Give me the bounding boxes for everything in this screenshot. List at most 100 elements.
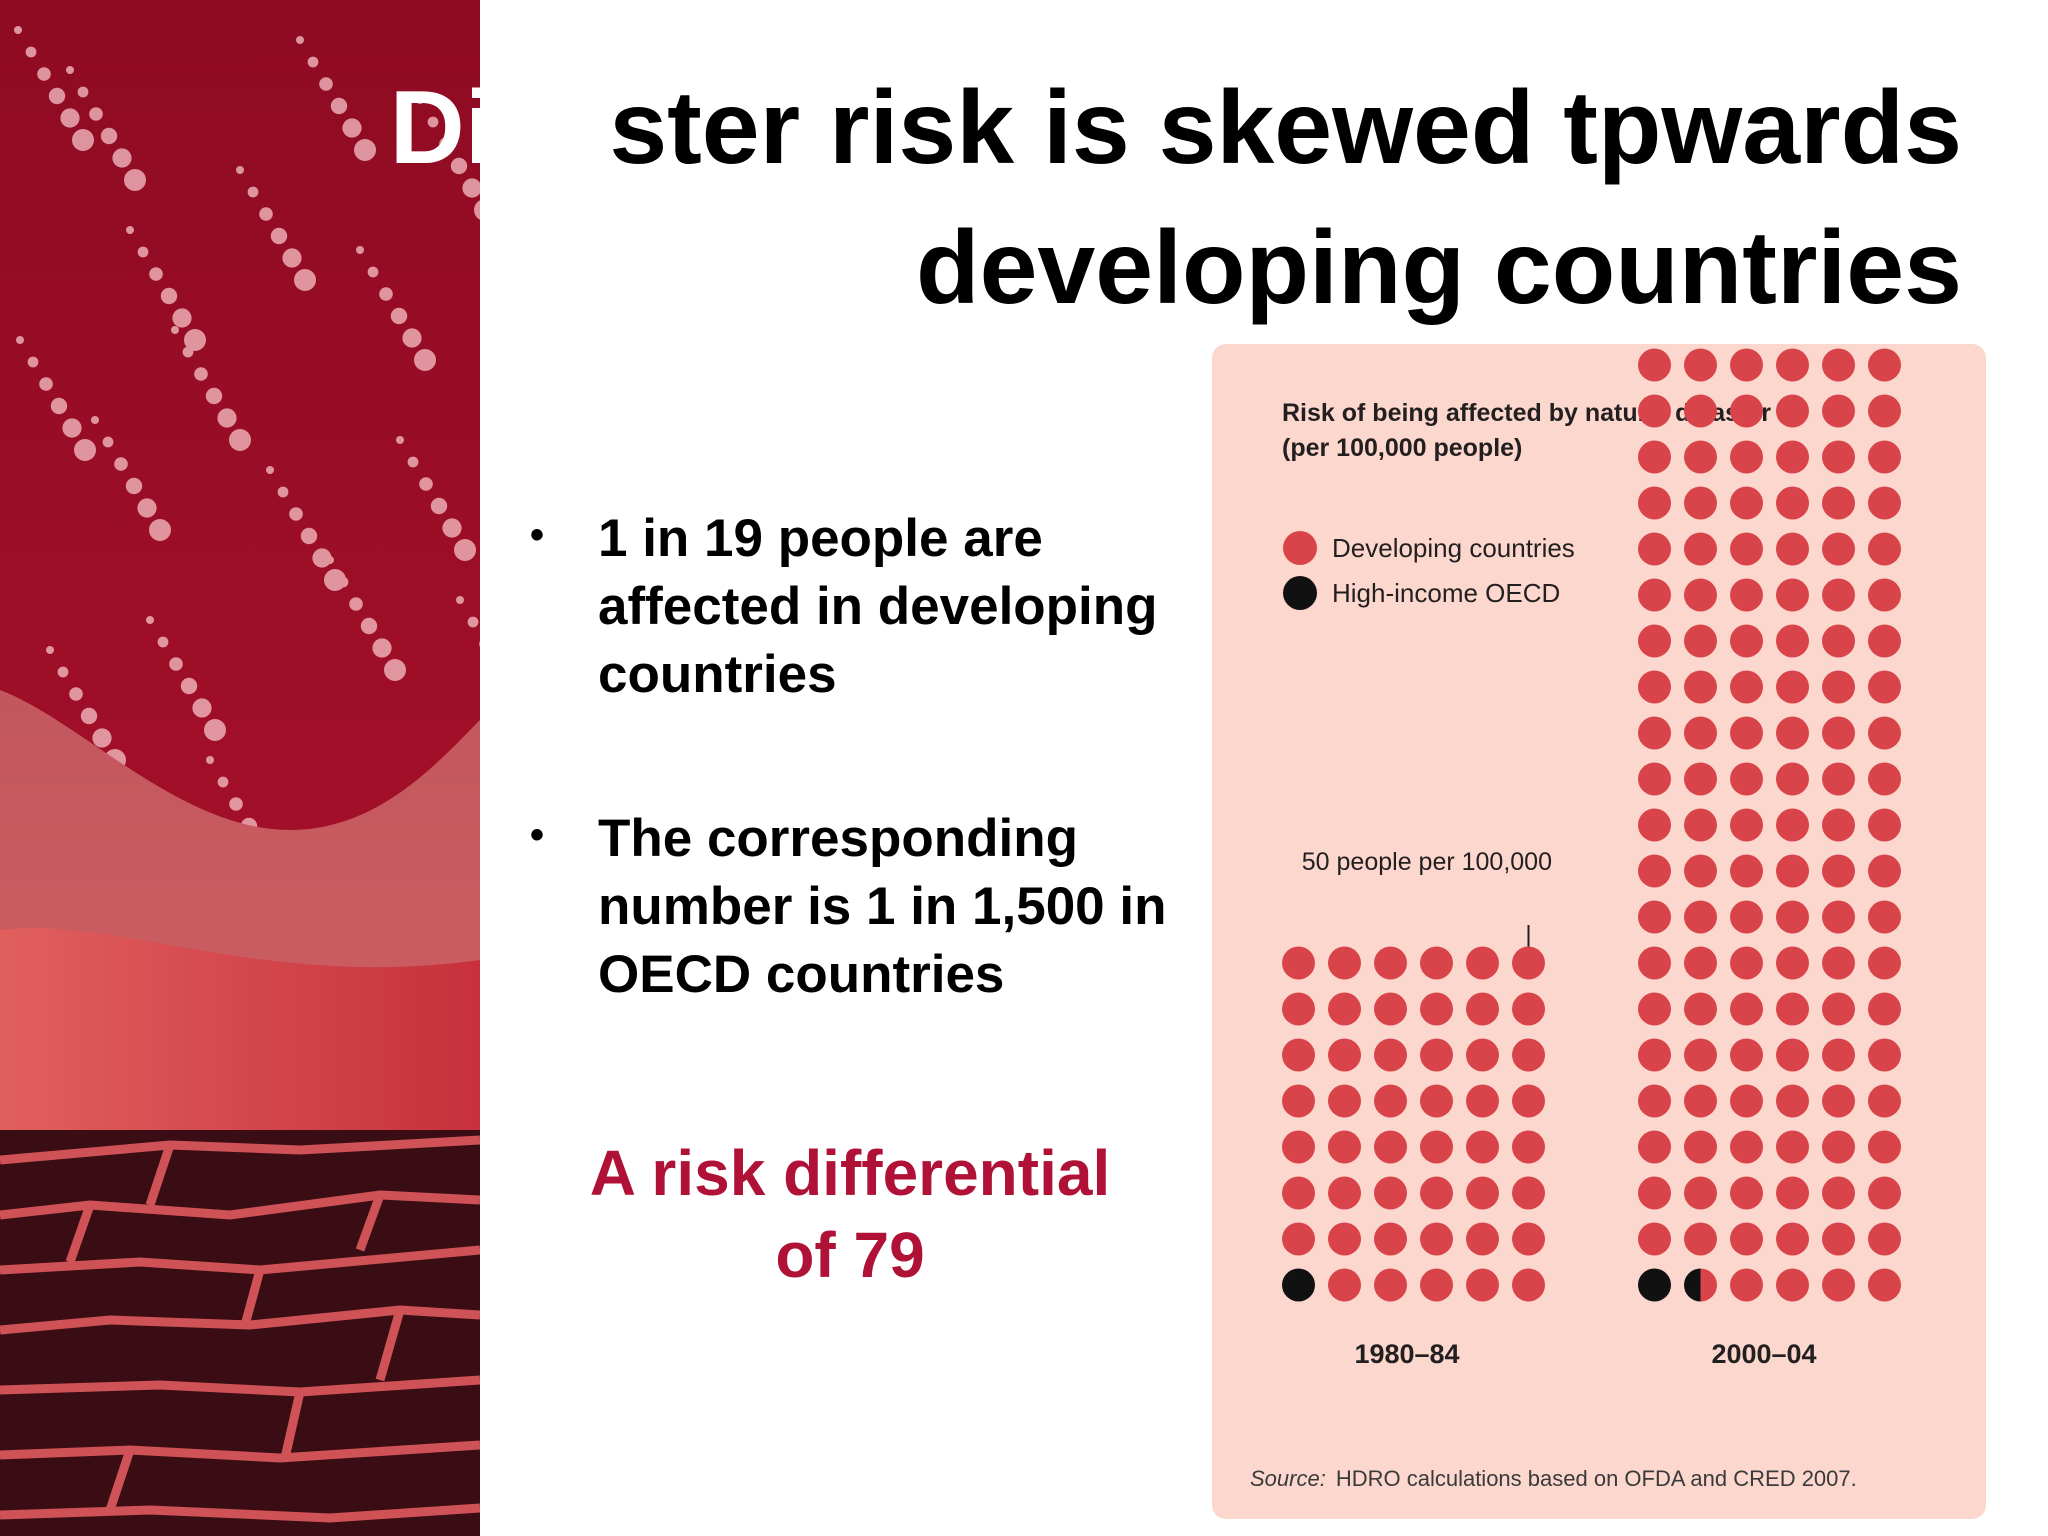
dot-developing [1638, 394, 1671, 428]
rain-drop [342, 118, 362, 138]
rain-drop [277, 486, 289, 498]
rain-drop [146, 616, 154, 624]
rain-drop [430, 497, 448, 515]
dot-developing [1776, 1038, 1809, 1072]
dot-developing [1776, 716, 1809, 750]
dot-developing [1328, 1176, 1361, 1210]
rain-drop [184, 329, 206, 351]
rain-drop [50, 397, 68, 415]
rain-drop [160, 287, 178, 305]
rain-drop [414, 349, 436, 371]
partial-dot-1 [1684, 1268, 1717, 1302]
dot-developing [1420, 1268, 1453, 1302]
rain-drop [474, 200, 480, 220]
dot-developing [1822, 1268, 1855, 1302]
rain-drop [294, 269, 316, 291]
dot-developing [1512, 1084, 1545, 1118]
title-rest-text: ster risk is skewed tpwards [609, 70, 1962, 186]
dot-developing [1776, 348, 1809, 382]
dot-developing [1684, 1038, 1717, 1072]
dot-developing [1638, 900, 1671, 934]
dot-developing [1374, 1084, 1407, 1118]
rain-drop [229, 429, 251, 451]
rain-drop [172, 308, 192, 328]
dot-developing [1822, 624, 1855, 658]
rain-drop [69, 687, 83, 701]
rain-drop [25, 46, 37, 58]
dot-developing [1638, 578, 1671, 612]
title-line-2: developing countries [916, 210, 1962, 326]
dot-developing [1822, 1176, 1855, 1210]
rain-drop [247, 186, 259, 198]
dot-developing [1466, 1268, 1499, 1302]
dot-developing [1730, 992, 1763, 1026]
rain-drop [427, 116, 439, 128]
rain-drop [157, 636, 169, 648]
rain-drop [137, 246, 149, 258]
dot-developing [1730, 486, 1763, 520]
rain-drop [407, 456, 419, 468]
dot-developing [1822, 716, 1855, 750]
legend-swatch-developing [1283, 531, 1317, 565]
decorative-side-panel [0, 0, 480, 1536]
dot-developing [1512, 992, 1545, 1026]
dot-developing [1868, 946, 1901, 980]
dot-developing [1868, 624, 1901, 658]
dot-developing [1328, 1268, 1361, 1302]
dot-developing [1684, 624, 1717, 658]
dot-developing [1638, 670, 1671, 704]
rain-drop [396, 436, 404, 444]
slide-title: Disaster risk is skewed tpwards developi… [230, 58, 1962, 338]
rain-drop [205, 387, 223, 405]
dot-developing [1512, 1038, 1545, 1072]
dot-developing [1638, 348, 1671, 382]
rain-drop [330, 97, 348, 115]
rain-drop [92, 728, 112, 748]
dot-developing [1684, 762, 1717, 796]
rain-drop [289, 507, 303, 521]
rain-drop [206, 756, 214, 764]
dot-developing [1638, 1130, 1671, 1164]
legend-label-high-income: High-income OECD [1332, 578, 1560, 608]
dot-developing [1420, 1084, 1453, 1118]
dot-developing [1868, 394, 1901, 428]
dot-developing [1282, 1130, 1315, 1164]
dot-developing [1730, 762, 1763, 796]
chart-title-line-2: (per 100,000 people) [1282, 434, 1522, 462]
dot-developing [1730, 624, 1763, 658]
partial-dot-high-income-half [1684, 1268, 1701, 1302]
rain-drop [390, 307, 408, 325]
rain-drop [124, 169, 146, 191]
rain-drop [217, 776, 229, 788]
rain-drop [80, 707, 98, 725]
dot-developing [1730, 348, 1763, 382]
chart-source: Source: HDRO calculations based on OFDA a… [1250, 1466, 1857, 1491]
dot-developing [1374, 1130, 1407, 1164]
dot-developing [1776, 808, 1809, 842]
rain-drop [439, 137, 453, 151]
rain-drop [296, 36, 304, 44]
dot-developing [1282, 1084, 1315, 1118]
pictogram-chart: Risk of being affected by natural disast… [1250, 348, 1901, 1491]
dot-developing [1684, 716, 1717, 750]
rain-drop [74, 439, 96, 461]
dot-developing [1684, 440, 1717, 474]
rain-drop [360, 617, 378, 635]
dot-developing [1776, 1268, 1809, 1302]
dot-developing [1776, 762, 1809, 796]
rain-drop [125, 477, 143, 495]
dot-developing [1374, 1222, 1407, 1256]
rain-drop [456, 596, 464, 604]
rain-drop [91, 416, 99, 424]
dot-developing [1638, 992, 1671, 1026]
dot-developing [1868, 900, 1901, 934]
rain-drop [16, 336, 24, 344]
dot-developing [1684, 394, 1717, 428]
dot-developing [1776, 1130, 1809, 1164]
dot-developing [1730, 716, 1763, 750]
dot-developing [1684, 1130, 1717, 1164]
dot-developing [1374, 946, 1407, 980]
rain-drop [182, 346, 194, 358]
dot-developing [1730, 440, 1763, 474]
rain-drop [282, 248, 302, 268]
